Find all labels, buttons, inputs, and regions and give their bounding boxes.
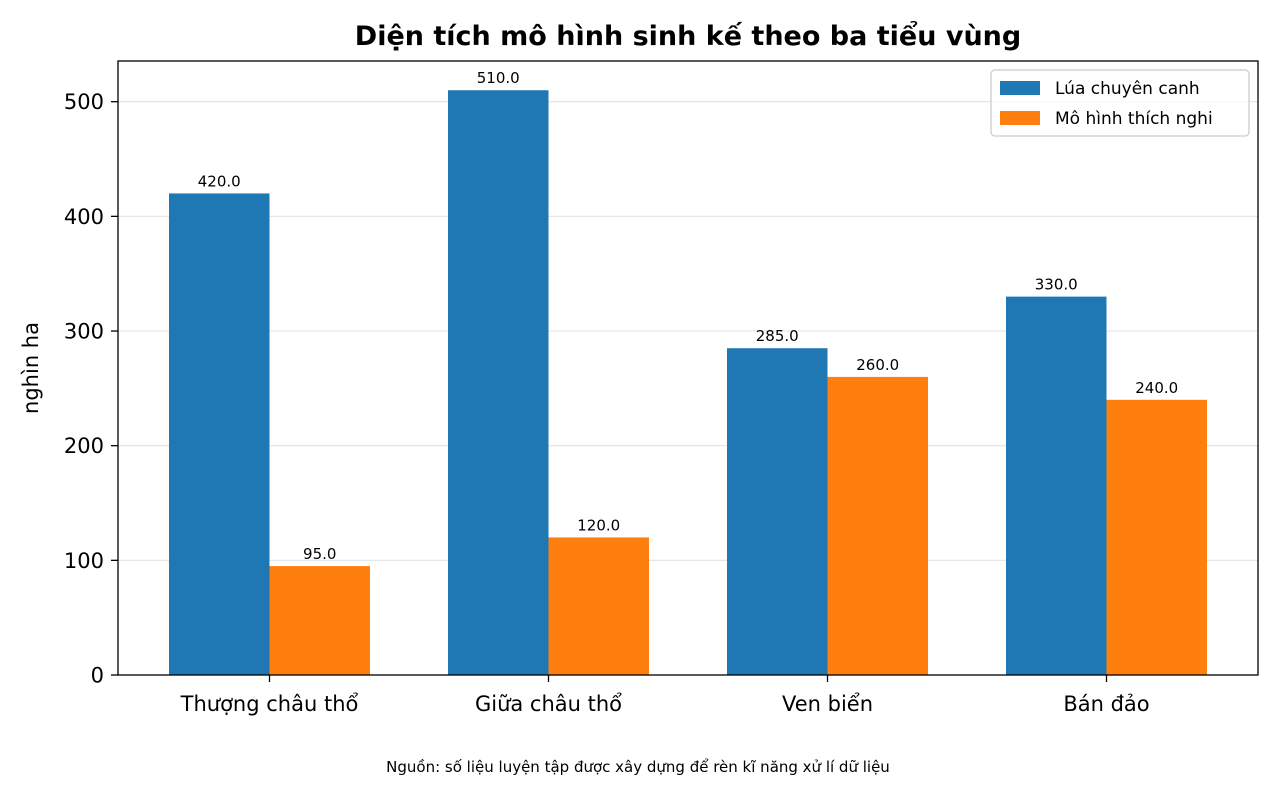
plot-frame [117,60,1259,676]
source-note: Nguồn: số liệu luyện tập được xây dựng đ… [386,758,890,776]
y-axis: 0 100 200 300 400 500 [64,90,118,688]
data-label: 330.0 [1035,276,1078,294]
y-tick-label: 200 [64,434,104,458]
y-tick-label: 400 [64,205,104,229]
y-tick-label: 0 [91,664,104,688]
legend: Lúa chuyên canh Mô hình thích nghi [990,69,1250,137]
y-tick-label: 500 [64,90,104,114]
data-labels: 420.0 95.0 510.0 120.0 285.0 260.0 330.0 240.0 [198,69,1178,563]
legend-swatch [1000,81,1040,95]
x-axis: Thượng châu thổ Giữa châu thổ Ven biển Bán … [180,675,1150,716]
data-label: 285.0 [756,327,799,345]
legend-label: Mô hình thích nghi [1055,109,1213,129]
bar-lua-chuyen-canh [727,348,828,675]
x-tick-label: Bán đảo [1063,692,1149,716]
data-label: 260.0 [856,356,899,374]
bars [169,90,1207,675]
data-label: 510.0 [477,69,520,87]
bar-lua-chuyen-canh [1006,296,1107,675]
x-tick-label: Ven biển [782,692,873,716]
data-label: 95.0 [303,545,336,563]
legend-swatch [1000,111,1040,125]
x-tick-label: Thượng châu thổ [180,692,359,716]
bar-lua-chuyen-canh [448,90,549,675]
data-label: 120.0 [577,516,620,534]
x-tick-label: Giữa châu thổ [475,692,622,716]
y-axis-label: nghìn ha [19,322,43,414]
bar-mo-hinh-thich-nghi [827,376,928,675]
legend-box [990,69,1250,137]
bar-mo-hinh-thich-nghi [269,566,370,675]
legend-label: Lúa chuyên canh [1055,79,1200,99]
y-tick-label: 100 [64,549,104,573]
bar-lua-chuyen-canh [169,193,270,675]
data-label: 240.0 [1135,379,1178,397]
data-label: 420.0 [198,172,241,190]
y-tick-label: 300 [64,320,104,344]
bar-mo-hinh-thich-nghi [1106,399,1207,675]
bar-mo-hinh-thich-nghi [548,537,649,675]
chart-title: Diện tích mô hình sinh kế theo ba tiểu v… [355,19,1021,52]
